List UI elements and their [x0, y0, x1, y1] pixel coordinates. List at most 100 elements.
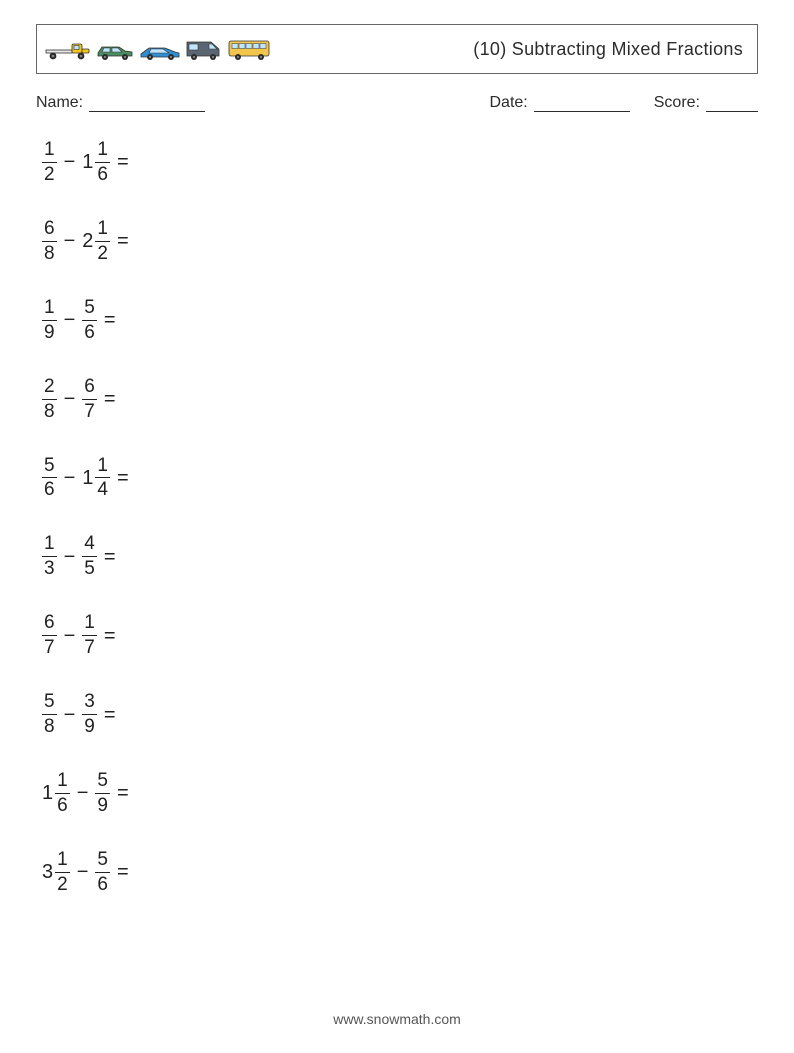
problem-row: 312−56= [42, 850, 758, 895]
sports-car-icon [139, 43, 181, 61]
denominator: 5 [82, 559, 97, 579]
denominator: 8 [42, 244, 57, 264]
minus-operator: − [64, 705, 76, 725]
numerator: 2 [42, 377, 57, 397]
fraction: 67 [82, 377, 97, 422]
numerator: 4 [82, 534, 97, 554]
fraction-bar [55, 793, 70, 794]
problem-row: 56−114= [42, 456, 758, 501]
whole-part: 3 [42, 862, 53, 882]
equals-sign: = [104, 389, 116, 409]
fraction: 12 [55, 850, 70, 895]
denominator: 7 [82, 402, 97, 422]
denominator: 7 [42, 638, 57, 658]
denominator: 9 [95, 796, 110, 816]
minus-operator: − [77, 783, 89, 803]
equals-sign: = [117, 152, 129, 172]
equals-sign: = [104, 705, 116, 725]
numerator: 1 [42, 298, 57, 318]
truck-icon [45, 39, 91, 61]
fraction-bar [95, 793, 110, 794]
fraction: 45 [82, 534, 97, 579]
numerator: 1 [82, 613, 97, 633]
numerator: 6 [82, 377, 97, 397]
problems-list: 12−116=68−212=19−56=28−67=56−114=13−45=6… [42, 140, 758, 895]
vehicle-icons [45, 37, 273, 61]
fraction-bar [42, 477, 57, 478]
equals-sign: = [117, 468, 129, 488]
problem-row: 19−56= [42, 298, 758, 343]
minus-operator: − [77, 862, 89, 882]
whole-part: 2 [82, 231, 93, 251]
worksheet-header: (10) Subtracting Mixed Fractions [36, 24, 758, 74]
fraction: 12 [42, 140, 57, 185]
minus-operator: − [64, 231, 76, 251]
fraction-bar [82, 399, 97, 400]
minus-operator: − [64, 310, 76, 330]
equals-sign: = [104, 310, 116, 330]
name-label: Name: [36, 94, 83, 112]
minus-operator: − [64, 626, 76, 646]
fraction: 58 [42, 692, 57, 737]
numerator: 6 [42, 219, 57, 239]
minus-operator: − [64, 152, 76, 172]
problem-row: 28−67= [42, 377, 758, 422]
denominator: 6 [95, 875, 110, 895]
date-label: Date: [490, 94, 528, 112]
score-blank[interactable] [706, 94, 758, 112]
denominator: 6 [82, 323, 97, 343]
score-label: Score: [654, 94, 700, 112]
fraction: 13 [42, 534, 57, 579]
problem-row: 67−17= [42, 613, 758, 658]
problem-row: 68−212= [42, 219, 758, 264]
numerator: 1 [55, 850, 70, 870]
numerator: 5 [95, 771, 110, 791]
whole-part: 1 [82, 468, 93, 488]
fraction-bar [42, 714, 57, 715]
numerator: 6 [42, 613, 57, 633]
problem-row: 12−116 = [42, 140, 758, 185]
denominator: 6 [42, 480, 57, 500]
problem-row: 58−39 = [42, 692, 758, 737]
denominator: 4 [95, 480, 110, 500]
numerator: 5 [42, 456, 57, 476]
fraction-bar [95, 241, 110, 242]
fraction-bar [95, 872, 110, 873]
fraction: 16 [95, 140, 110, 185]
numerator: 1 [95, 140, 110, 160]
fraction: 56 [82, 298, 97, 343]
denominator: 8 [42, 402, 57, 422]
fraction-bar [82, 320, 97, 321]
fraction: 39 [82, 692, 97, 737]
fraction: 59 [95, 771, 110, 816]
problem-row: 116−59= [42, 771, 758, 816]
fraction-bar [42, 399, 57, 400]
meta-row: Name: Date: Score: [36, 94, 758, 112]
numerator: 5 [95, 850, 110, 870]
numerator: 1 [42, 534, 57, 554]
fraction: 56 [95, 850, 110, 895]
denominator: 3 [42, 559, 57, 579]
numerator: 1 [95, 456, 110, 476]
equals-sign: = [104, 626, 116, 646]
denominator: 7 [82, 638, 97, 658]
whole-part: 1 [42, 783, 53, 803]
fraction: 28 [42, 377, 57, 422]
fraction-bar [42, 635, 57, 636]
fraction-bar [95, 477, 110, 478]
denominator: 9 [82, 717, 97, 737]
equals-sign: = [117, 783, 129, 803]
fraction: 56 [42, 456, 57, 501]
equals-sign: = [104, 547, 116, 567]
problem-row: 13−45= [42, 534, 758, 579]
fraction-bar [82, 556, 97, 557]
denominator: 6 [55, 796, 70, 816]
fraction: 67 [42, 613, 57, 658]
date-blank[interactable] [534, 94, 630, 112]
fraction-bar [55, 872, 70, 873]
denominator: 8 [42, 717, 57, 737]
footer-url: www.snowmath.com [0, 1011, 794, 1027]
name-blank[interactable] [89, 94, 205, 112]
fraction-bar [42, 320, 57, 321]
denominator: 2 [42, 165, 57, 185]
